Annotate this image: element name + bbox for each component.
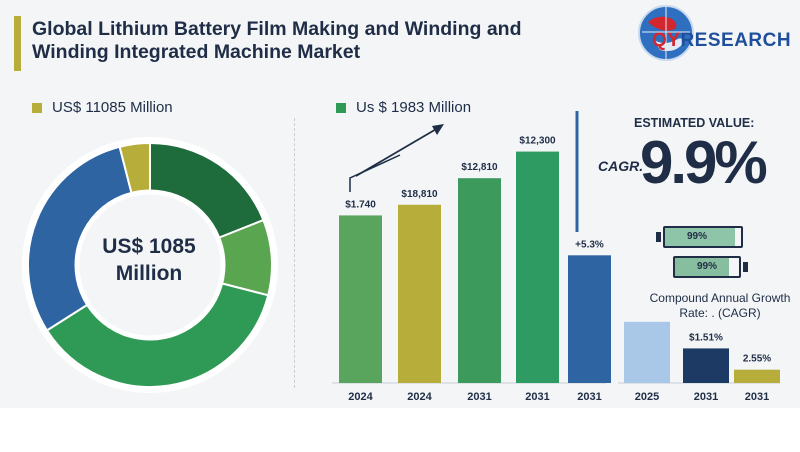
bar-legend: Us $ 1983 Million xyxy=(336,99,471,116)
battery-cap-1 xyxy=(656,232,661,242)
main-tick-label-4: 2031 xyxy=(577,391,601,403)
donut-center-line-1: US$ 1085 xyxy=(102,235,196,258)
growth-arrow-head xyxy=(432,124,444,135)
main-value-label-1: $18,810 xyxy=(401,189,438,200)
cagr-tick-label-2: 2031 xyxy=(745,391,769,403)
qyresearch-logo xyxy=(630,2,800,64)
donut-legend-label: US$ 11085 Million xyxy=(52,99,173,116)
battery-label-1: 99% xyxy=(687,231,708,242)
cagr-tick-label-0: 2025 xyxy=(635,391,659,403)
title-line-2: Winding Integrated Machine Market xyxy=(32,41,361,63)
cagr-caption: Compound Annual Growth Rate: . (CAGR) xyxy=(640,291,800,321)
title-line-1: Global Lithium Battery Film Making and W… xyxy=(32,18,522,40)
cagr-bar-2 xyxy=(734,369,780,383)
page-title: Global Lithium Battery Film Making and W… xyxy=(32,18,612,64)
battery-label-2: 99% xyxy=(697,261,718,272)
battery-indicator-1: 99% xyxy=(656,226,743,248)
main-bar-4 xyxy=(568,255,611,383)
growth-arrow xyxy=(355,127,439,177)
battery-cap-2 xyxy=(743,262,748,272)
donut-hole xyxy=(74,189,226,341)
estimated-value-label: ESTIMATED VALUE: xyxy=(634,116,755,130)
legend-swatch-green xyxy=(336,102,346,113)
main-value-label-4: +5.3% xyxy=(575,239,604,250)
cagr-value-label-2: 2.55% xyxy=(743,354,771,365)
battery-fill-2 xyxy=(675,258,730,276)
section-divider xyxy=(294,118,295,388)
logo-suffix: RESEARCH xyxy=(680,30,792,51)
cagr-bar-1 xyxy=(683,348,729,383)
logo-wordmark: QYRESEARCH xyxy=(652,30,791,52)
legend-swatch-olive xyxy=(32,102,42,113)
main-tick-label-1: 2024 xyxy=(407,391,432,403)
cagr-value-label-1: $1.51% xyxy=(689,332,723,343)
main-tick-label-3: 2031 xyxy=(525,391,549,403)
main-value-label-3: $12,300 xyxy=(519,136,556,147)
main-tick-label-0: 2024 xyxy=(348,391,373,403)
donut-center-label: US$ 1085 Million xyxy=(94,233,204,287)
cagr-caption-line-1: Compound Annual Growth xyxy=(649,291,791,305)
cagr-value: 9.9% xyxy=(640,129,768,196)
donut-legend: US$ 11085 Million xyxy=(32,99,173,116)
main-bar-3 xyxy=(516,151,559,383)
logo-prefix: QY xyxy=(652,30,681,51)
main-bar-0 xyxy=(339,215,382,383)
cagr-label: CAGR. xyxy=(598,158,644,174)
title-accent-bar xyxy=(14,16,21,71)
cagr-bar-0 xyxy=(624,321,670,383)
cagr-tick-label-1: 2031 xyxy=(694,391,718,403)
main-bar-2 xyxy=(458,178,501,383)
main-tick-label-2: 2031 xyxy=(467,391,491,403)
donut-center-line-2: Million xyxy=(115,262,183,285)
main-bar-1 xyxy=(398,204,441,383)
battery-fill-1 xyxy=(665,228,735,246)
globe-icon xyxy=(638,5,694,61)
battery-indicator-2: 99% xyxy=(673,256,748,278)
trend-connector xyxy=(349,154,401,192)
bar-legend-label: Us $ 1983 Million xyxy=(356,99,472,116)
cagr-caption-line-2: Rate: . (CAGR) xyxy=(679,306,761,320)
main-value-label-2: $12,810 xyxy=(461,162,498,173)
main-value-label-0: $1.740 xyxy=(345,199,376,210)
